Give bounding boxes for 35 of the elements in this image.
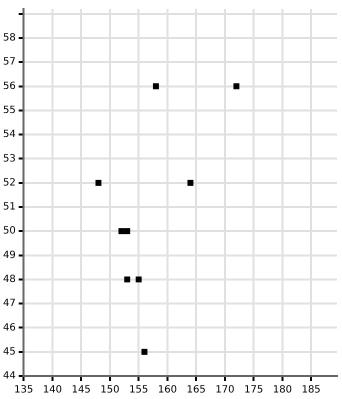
point xyxy=(136,276,142,282)
x-tick-label: 145 xyxy=(72,384,91,396)
y-tick-label: 57 xyxy=(2,56,16,68)
x-tick-label: 135 xyxy=(14,384,34,396)
y-tick-label: 46 xyxy=(2,322,16,334)
y-tick-label: 45 xyxy=(2,346,16,358)
x-tick-label: 165 xyxy=(186,384,206,396)
point xyxy=(95,180,102,186)
y-tick-label: 52 xyxy=(2,177,16,188)
point xyxy=(124,228,130,234)
x-tick-label: 150 xyxy=(100,384,120,396)
x-tick-label: 185 xyxy=(302,384,321,396)
y-tick-label: 56 xyxy=(2,80,16,92)
point xyxy=(152,83,159,90)
y-tick-label: 58 xyxy=(2,32,16,44)
point xyxy=(141,348,148,355)
y-tick-label: 53 xyxy=(2,153,16,164)
point xyxy=(124,276,130,282)
y-tick-label: 55 xyxy=(2,105,16,116)
x-tick-label: 155 xyxy=(129,384,148,396)
point xyxy=(187,180,194,186)
x-tick-label: 140 xyxy=(42,384,62,396)
point xyxy=(118,228,124,234)
y-tick-label: 44 xyxy=(2,370,16,382)
x-tick-label: 170 xyxy=(215,384,234,396)
y-tick-label: 47 xyxy=(2,298,16,310)
point xyxy=(233,83,240,90)
x-tick-label: 175 xyxy=(244,384,264,396)
y-tick-label: 50 xyxy=(2,226,16,237)
y-tick-label: 48 xyxy=(2,274,16,286)
y-tick-label: 54 xyxy=(2,129,16,140)
y-tick-label: 49 xyxy=(2,250,16,261)
x-tick-label: 180 xyxy=(272,384,292,396)
x-tick-label: 160 xyxy=(158,384,177,396)
y-tick-label: 51 xyxy=(2,202,16,213)
